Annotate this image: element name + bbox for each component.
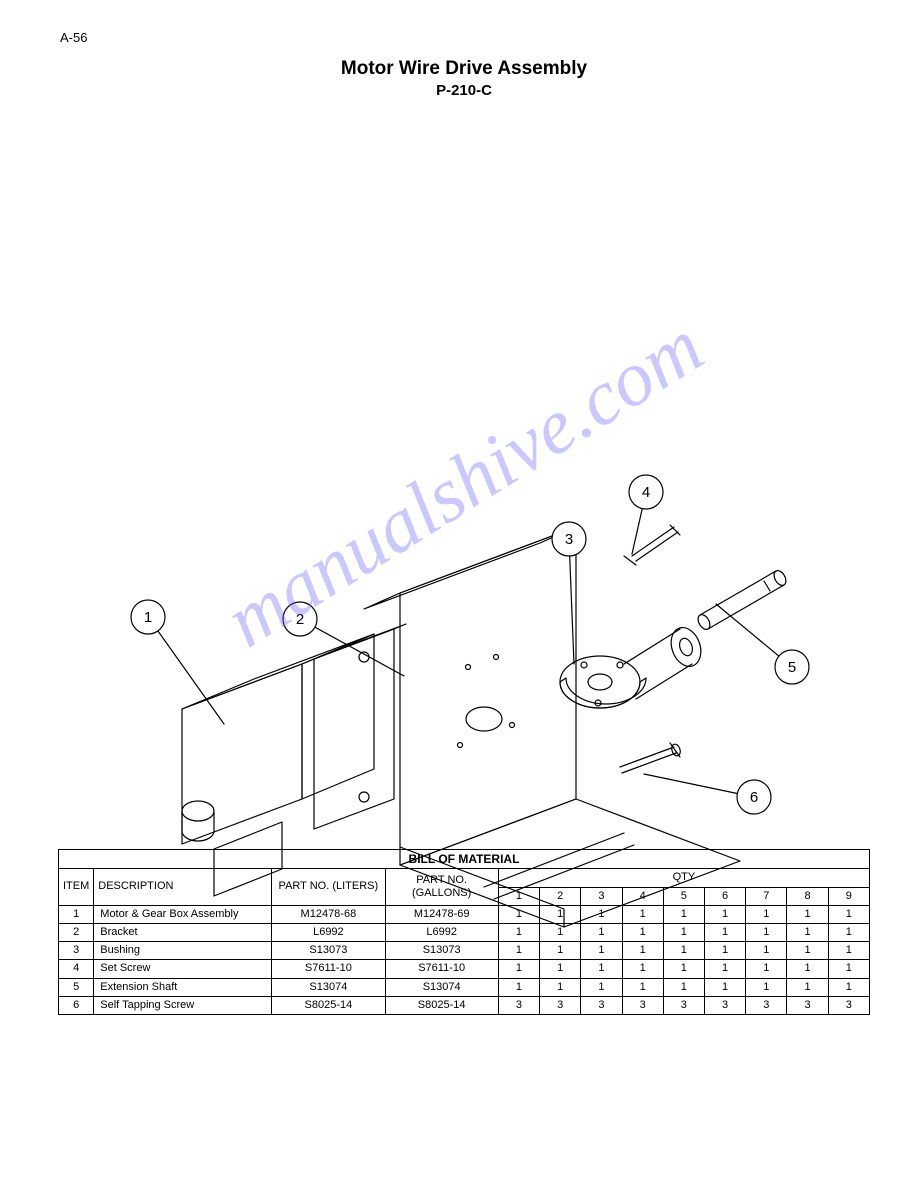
svg-text:3: 3 bbox=[565, 531, 573, 548]
cell-qty: 1 bbox=[622, 960, 663, 978]
cell-qty: 1 bbox=[663, 960, 704, 978]
cell-pl: S7611-10 bbox=[272, 960, 385, 978]
cell-qty: 1 bbox=[622, 978, 663, 996]
cell-desc: Set Screw bbox=[94, 960, 272, 978]
cell-pl: S13074 bbox=[272, 978, 385, 996]
cell-qty: 3 bbox=[540, 996, 581, 1014]
cell-qty: 1 bbox=[540, 978, 581, 996]
cell-qty: 3 bbox=[622, 996, 663, 1014]
cell-pg: S13074 bbox=[385, 978, 498, 996]
cell-qty: 3 bbox=[828, 996, 869, 1014]
cell-qty: 1 bbox=[787, 978, 828, 996]
cell-item: 5 bbox=[59, 978, 94, 996]
cell-qty: 1 bbox=[581, 978, 622, 996]
cell-qty: 3 bbox=[746, 996, 787, 1014]
cell-qty: 1 bbox=[828, 960, 869, 978]
cell-qty: 1 bbox=[663, 978, 704, 996]
cell-qty: 3 bbox=[498, 996, 539, 1014]
cell-qty: 1 bbox=[746, 978, 787, 996]
page-number: A-56 bbox=[60, 30, 87, 45]
cell-qty: 1 bbox=[704, 960, 745, 978]
cell-qty: 3 bbox=[663, 996, 704, 1014]
page-subtitle: P-210-C bbox=[58, 82, 870, 99]
cell-qty: 1 bbox=[540, 960, 581, 978]
cell-desc: Self Tapping Screw bbox=[94, 996, 272, 1014]
cell-qty: 3 bbox=[704, 996, 745, 1014]
cell-pg: S7611-10 bbox=[385, 960, 498, 978]
svg-text:1: 1 bbox=[144, 609, 152, 626]
cell-qty: 1 bbox=[498, 960, 539, 978]
cell-pl: S8025-14 bbox=[272, 996, 385, 1014]
cell-qty: 1 bbox=[581, 960, 622, 978]
svg-text:5: 5 bbox=[788, 659, 796, 676]
cell-qty: 1 bbox=[787, 960, 828, 978]
cell-qty: 1 bbox=[498, 978, 539, 996]
svg-text:2: 2 bbox=[296, 611, 304, 628]
cell-qty: 3 bbox=[581, 996, 622, 1014]
cell-desc: Extension Shaft bbox=[94, 978, 272, 996]
cell-qty: 3 bbox=[787, 996, 828, 1014]
cell-item: 6 bbox=[59, 996, 94, 1014]
exploded-diagram: 123456 manualshive.com bbox=[64, 109, 864, 829]
cell-qty: 1 bbox=[828, 978, 869, 996]
cell-pg: S8025-14 bbox=[385, 996, 498, 1014]
cell-qty: 1 bbox=[746, 960, 787, 978]
svg-text:4: 4 bbox=[642, 484, 650, 501]
page-title: Motor Wire Drive Assembly bbox=[58, 58, 870, 80]
cell-qty: 1 bbox=[704, 978, 745, 996]
cell-item: 4 bbox=[59, 960, 94, 978]
svg-text:6: 6 bbox=[750, 789, 758, 806]
